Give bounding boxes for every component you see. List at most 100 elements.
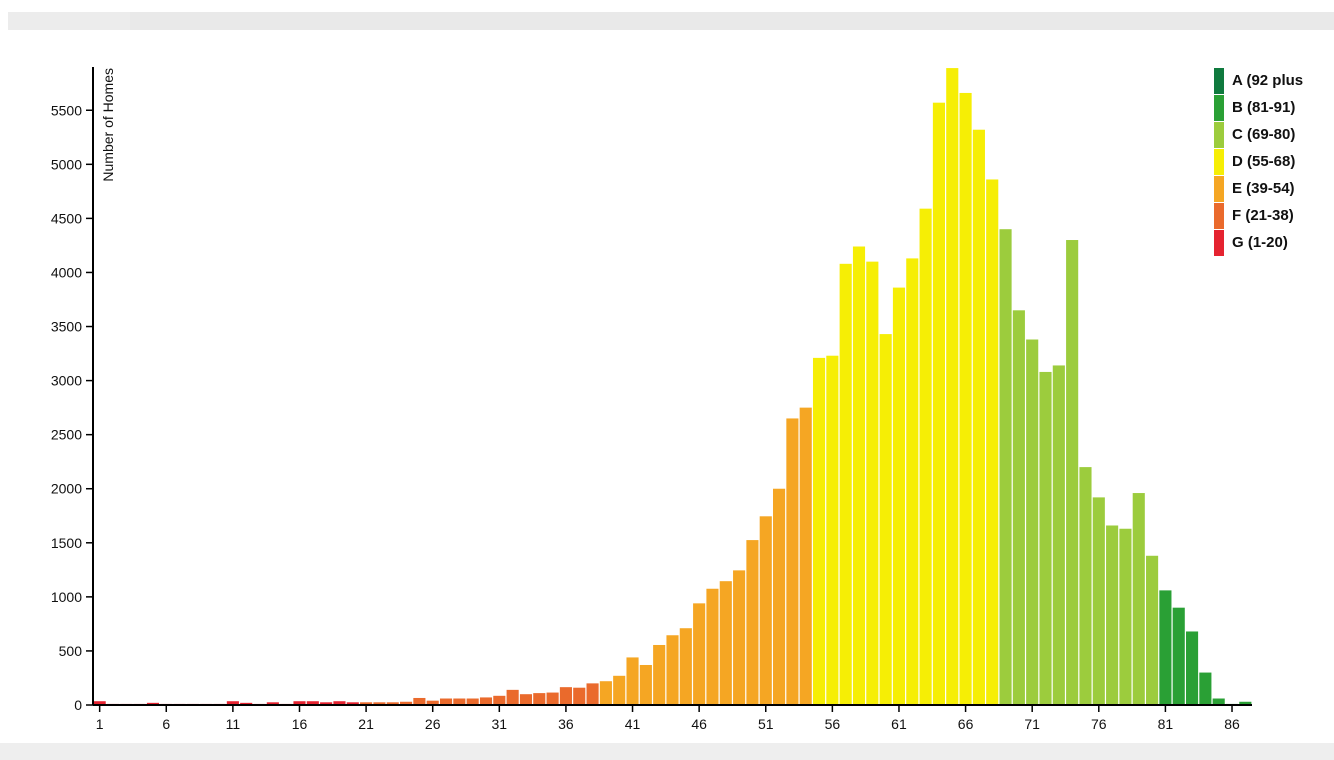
bar-71	[1026, 339, 1039, 705]
bar-65	[946, 68, 959, 705]
x-tick-label-21: 21	[358, 716, 374, 732]
x-tick-label-41: 41	[625, 716, 641, 732]
bar-44	[666, 635, 679, 705]
bar-79	[1132, 493, 1145, 705]
y-tick-label-5500: 5500	[51, 102, 82, 118]
bar-45	[679, 628, 692, 705]
bar-28	[453, 698, 466, 705]
legend-swatch	[1214, 229, 1224, 256]
bar-68	[986, 179, 999, 705]
bottom-bar	[0, 743, 1334, 760]
bar-1	[93, 701, 106, 705]
bar-33	[519, 694, 533, 705]
legend-swatch	[1214, 67, 1224, 94]
bar-70	[1012, 310, 1025, 705]
bar-24	[400, 701, 413, 705]
bar-32	[506, 689, 519, 705]
legend-swatch	[1214, 202, 1224, 229]
y-tick-label-4500: 4500	[51, 210, 82, 226]
bar-43	[653, 644, 666, 705]
legend-label: B (81-91)	[1232, 99, 1296, 116]
bar-82	[1172, 607, 1185, 705]
bar-76	[1092, 497, 1105, 705]
bar-60	[879, 334, 892, 705]
bar-75	[1079, 467, 1092, 705]
bar-73	[1052, 365, 1065, 705]
x-tick-label-76: 76	[1091, 716, 1107, 732]
legend-swatch	[1214, 175, 1224, 202]
bar-47	[706, 588, 719, 705]
x-tick-label-26: 26	[425, 716, 441, 732]
bar-56	[826, 355, 839, 705]
y-tick-label-3500: 3500	[51, 319, 82, 335]
top-strip	[0, 0, 1334, 12]
legend-item: A (92 plus	[1214, 67, 1303, 94]
legend-swatch	[1214, 148, 1224, 175]
bar-66	[959, 92, 972, 705]
bar-81	[1159, 590, 1172, 705]
bar-87	[1239, 701, 1252, 705]
bar-48	[719, 581, 732, 705]
legend-label: C (69-80)	[1232, 126, 1296, 143]
bar-72	[1039, 371, 1052, 705]
x-tick-label-86: 86	[1224, 716, 1240, 732]
y-tick-label-1500: 1500	[51, 535, 82, 551]
bar-63	[919, 208, 932, 705]
y-axis: 0 500 1000 1500 2000 2500 3000 3500 4000 4500 5000…	[51, 67, 94, 713]
x-tick-label-6: 6	[162, 716, 170, 732]
y-axis-label: Number of Homes	[100, 68, 116, 182]
bar-78	[1119, 528, 1132, 705]
legend-label: A (92 plus	[1232, 72, 1304, 89]
bar-18	[320, 702, 333, 705]
bar-17	[306, 701, 319, 705]
x-tick-label-81: 81	[1158, 716, 1174, 732]
x-tick-label-1: 1	[96, 716, 104, 732]
y-tick-label-2500: 2500	[51, 427, 82, 443]
legend-item: G (1-20)	[1214, 229, 1303, 256]
y-tick-label-1000: 1000	[51, 589, 82, 605]
legend-label: F (21-38)	[1232, 207, 1294, 224]
bar-14	[266, 702, 279, 705]
x-axis: 1 6 11 16 21 26 31 36 41 46 51 56 61 66 71 76 81 86	[93, 704, 1252, 732]
bar-54	[799, 407, 812, 705]
x-tick-label-36: 36	[558, 716, 574, 732]
bar-67	[972, 129, 985, 706]
x-tick-label-46: 46	[691, 716, 707, 732]
bar-25	[413, 697, 426, 705]
bar-30	[479, 697, 493, 705]
bar-37	[573, 687, 586, 705]
bar-49	[733, 570, 746, 705]
bar-34	[533, 693, 546, 705]
legend: A (92 plus B (81-91) C (69-80) D (55-68) E (…	[1214, 67, 1303, 256]
bar-85	[1212, 698, 1225, 705]
top-tab-bar	[8, 12, 1334, 30]
bar-80	[1146, 555, 1159, 705]
legend-label: D (55-68)	[1232, 153, 1296, 170]
bar-42	[639, 664, 652, 705]
legend-item: F (21-38)	[1214, 202, 1303, 229]
bar-31	[493, 695, 506, 705]
bar-21	[360, 702, 373, 705]
x-tick-label-56: 56	[825, 716, 841, 732]
bar-20	[346, 702, 359, 705]
bar-11	[226, 701, 239, 705]
y-tick-label-5000: 5000	[51, 156, 82, 172]
y-tick-label-3000: 3000	[51, 373, 82, 389]
legend-item: B (81-91)	[1214, 94, 1303, 121]
bar-16	[293, 701, 306, 705]
legend-label: G (1-20)	[1232, 234, 1288, 251]
bar-41	[626, 657, 639, 705]
bar-50	[746, 540, 759, 705]
bar-22	[373, 702, 386, 705]
y-tick-label-2000: 2000	[51, 481, 82, 497]
bar-83	[1185, 631, 1199, 705]
bar-23	[386, 702, 399, 705]
bar-40	[613, 675, 626, 705]
bar-46	[693, 603, 706, 705]
y-tick-label-0: 0	[74, 697, 82, 713]
x-tick-label-31: 31	[492, 716, 508, 732]
legend-swatch	[1214, 94, 1224, 121]
bar-62	[906, 258, 919, 705]
bar-38	[586, 683, 599, 705]
